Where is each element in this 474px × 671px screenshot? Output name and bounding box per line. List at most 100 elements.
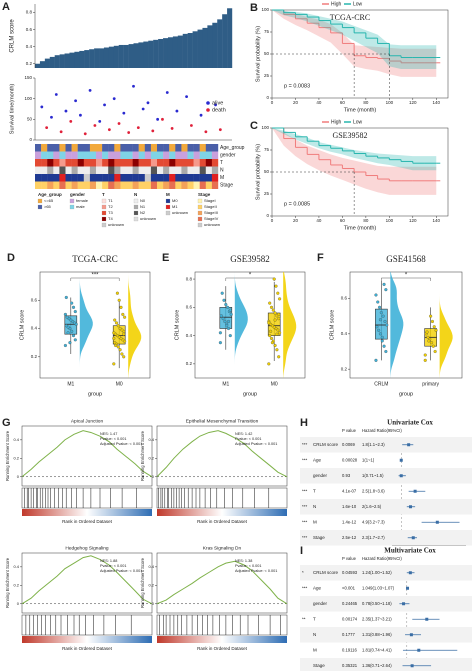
gsea-title: Apical Junction [71, 418, 104, 424]
hazard-ratio: 2.5(1.8~3.6) [362, 488, 385, 493]
point [218, 341, 222, 345]
point [426, 335, 430, 339]
bar [89, 49, 95, 68]
legend-swatch [206, 101, 210, 105]
point [70, 329, 74, 333]
x-tick-label: 140 [433, 100, 441, 105]
y-tick-label: 0.6 [26, 27, 33, 32]
gsea-stat: NES: 1.47 [100, 432, 117, 436]
heat-cell [181, 166, 188, 174]
y-tick-label: 50 [264, 51, 270, 56]
heat-cell [53, 174, 60, 182]
gsea-title: Kras Signaling Dn [203, 545, 242, 551]
y-axis-label: Survival probability (%) [255, 26, 261, 82]
panel-label: E [162, 252, 169, 264]
bar [39, 61, 46, 68]
point [151, 129, 155, 133]
point [73, 338, 77, 342]
x-tick-label: 0 [271, 100, 274, 105]
point [226, 326, 231, 331]
heat-cell [120, 166, 127, 174]
point [68, 341, 72, 345]
heat-cell [138, 181, 145, 189]
heat-cell [47, 166, 54, 174]
hazard-ratio: 1.36(0.71~2.64) [362, 663, 392, 668]
heat-cell [181, 144, 188, 152]
heat-cell [199, 181, 206, 189]
hr-point [435, 520, 439, 524]
point [272, 277, 276, 281]
heat-cell [144, 159, 152, 167]
rank-gradient [157, 636, 287, 643]
x-tick-label: CRLM [374, 381, 388, 387]
heat-cell [71, 159, 78, 167]
y-tick-label: 0.6 [341, 296, 348, 301]
point [116, 345, 120, 349]
point [228, 308, 232, 312]
hit-frame [21, 614, 153, 636]
heat-cell [205, 181, 213, 189]
heat-cell [71, 166, 78, 174]
sig: *** [302, 488, 308, 493]
heat-cell [71, 144, 78, 152]
heat-cell [157, 159, 164, 167]
legend-title: Age_group [38, 192, 62, 197]
heat-cell [205, 174, 213, 182]
legend-swatch [133, 210, 139, 216]
row-name: gender [313, 601, 328, 606]
y-tick-label: 0.2 [31, 354, 38, 359]
point [132, 84, 135, 88]
p-value: p = 0.0085 [284, 201, 310, 207]
heat-cell [71, 174, 78, 182]
x-tick-label: 20 [293, 218, 299, 223]
y-tick-label: 0.8 [186, 276, 193, 281]
bar [49, 56, 55, 68]
y-tick-label: 0.4 [13, 437, 19, 442]
forest-title: Univariate Cox [387, 419, 433, 427]
sig: *** [302, 535, 308, 540]
point [224, 302, 228, 307]
hazard-ratio: 2.35(1.37~3.21) [362, 616, 392, 621]
hazard-ratio: 1(1~1) [362, 457, 375, 462]
heat-cell [41, 174, 48, 182]
point [74, 99, 77, 103]
gsea-stat: Adjusted Pvalue: < 0.001 [235, 569, 277, 573]
confidence-band [272, 10, 437, 69]
point [218, 128, 222, 132]
heat-cell [175, 181, 182, 189]
bar [212, 22, 218, 69]
hr-point [399, 474, 403, 478]
heat-cell [114, 159, 121, 167]
point [112, 331, 116, 335]
heat-cell [65, 159, 72, 167]
bar [99, 48, 105, 68]
hr-point [406, 586, 410, 590]
heat-cell [65, 166, 72, 174]
legend-swatch [197, 216, 203, 222]
y-tick-label: 0.2 [148, 582, 154, 587]
point [45, 126, 49, 129]
legend-swatch [165, 210, 171, 216]
legend-swatch [197, 198, 203, 204]
heat-cell [65, 181, 72, 189]
heat-cell [175, 151, 182, 159]
legend-swatch [101, 216, 107, 222]
x-tick-label: M0 [271, 381, 278, 387]
legend-swatch [101, 222, 107, 228]
heat-cell [169, 166, 176, 174]
p-value: 0.24465 [342, 601, 358, 606]
heat-cell [132, 174, 139, 182]
heat-cell [83, 151, 91, 159]
chart-title: TCGA-CRC [330, 13, 370, 22]
hr-point [413, 489, 417, 493]
heat-cell [205, 159, 213, 167]
point [273, 343, 277, 348]
heat-cell [199, 151, 206, 159]
legend-swatch [133, 198, 139, 204]
point [79, 113, 82, 117]
legend-swatch [69, 198, 75, 204]
heat-cell [35, 151, 42, 159]
y-tick-label: 25 [264, 73, 270, 78]
x-tick-label: 120 [409, 218, 417, 223]
y-tick-label: 0.4 [13, 564, 19, 569]
